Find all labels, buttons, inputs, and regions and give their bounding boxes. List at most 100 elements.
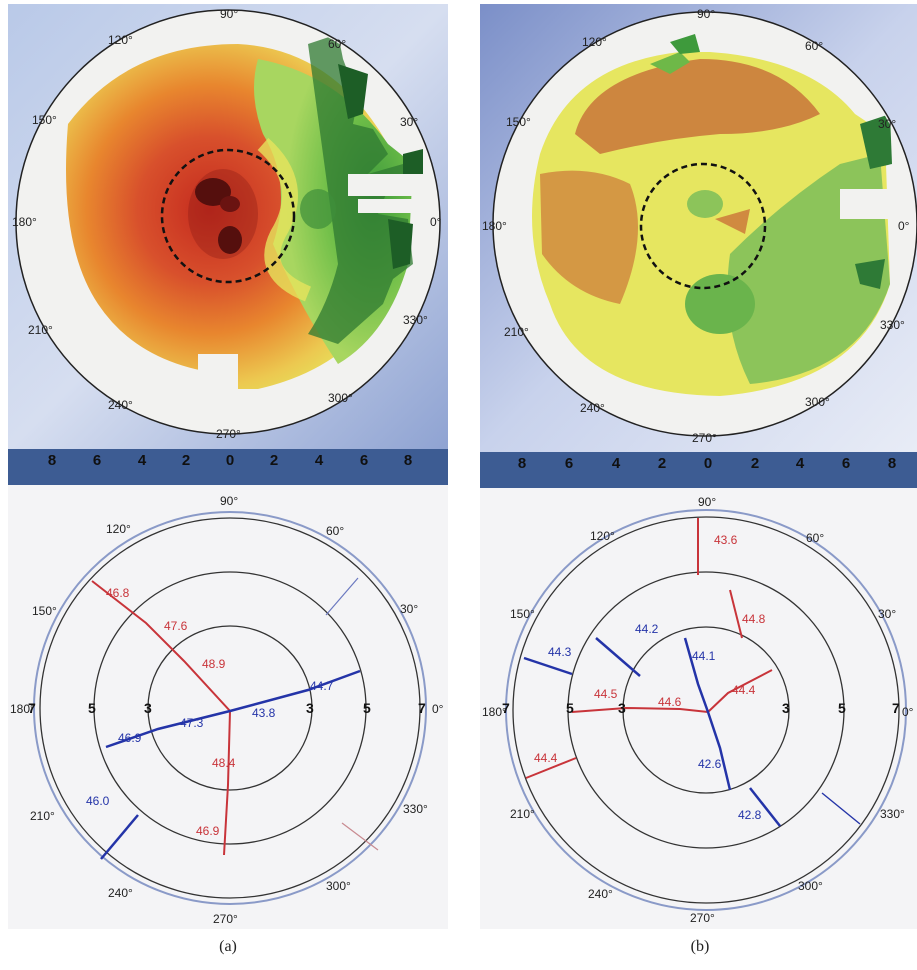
ring-3mm — [147, 625, 313, 791]
steep-value: 43.6 — [714, 533, 738, 547]
ring-label: 3 — [782, 700, 790, 716]
flat-value: 44.1 — [692, 649, 716, 663]
angle-label: 240° — [108, 886, 133, 900]
panel-a: 90° 60° 30° 0° 330° 300° 270° 240° 210° … — [8, 4, 448, 929]
flat-value: 44.7 — [310, 679, 334, 693]
ring-label: 3 — [306, 700, 314, 716]
angle-label: 60° — [326, 524, 344, 538]
scale-tick: 8 — [403, 452, 413, 469]
steep-value: 44.6 — [658, 695, 682, 709]
angle-label: 150° — [510, 607, 535, 621]
scale-tick: 4 — [795, 455, 805, 472]
angle-label: 120° — [590, 529, 615, 543]
ring-label: 5 — [566, 700, 574, 716]
flat-value: 42.6 — [698, 757, 722, 771]
angle-label: 300° — [326, 879, 351, 893]
angle-label: 90° — [220, 494, 238, 508]
flat-value: 44.2 — [635, 622, 659, 636]
angle-label: 270° — [213, 912, 238, 926]
angle-label: 120° — [582, 35, 607, 49]
angle-label: 90° — [698, 495, 716, 509]
angle-label: 0° — [432, 702, 444, 716]
angle-label: 90° — [697, 7, 715, 21]
scale-tick: 4 — [137, 452, 147, 469]
ring-label: 7 — [892, 700, 900, 716]
angle-label: 300° — [328, 391, 353, 405]
scale-tick: 2 — [657, 455, 667, 472]
steep-value: 47.6 — [164, 619, 188, 633]
angle-label: 180° — [10, 702, 35, 716]
angle-label: 270° — [692, 431, 717, 445]
topography-map-b: 90° 60° 30° 0° 330° 300° 270° 240° 210° … — [480, 4, 917, 452]
steep-value: 44.8 — [742, 612, 766, 626]
scale-tick: 6 — [564, 455, 574, 472]
scale-tick: 0 — [225, 452, 235, 469]
flat-value: 46.9 — [118, 731, 142, 745]
ring-label: 7 — [418, 700, 426, 716]
angle-label: 330° — [880, 807, 905, 821]
flat-value: 42.8 — [738, 808, 762, 822]
angle-label: 240° — [108, 398, 133, 412]
flat-value: 46.0 — [86, 794, 110, 808]
angle-label: 120° — [106, 522, 131, 536]
ring-5mm — [567, 571, 845, 849]
topography-map-a: 90° 60° 30° 0° 330° 300° 270° 240° 210° … — [8, 4, 448, 449]
angle-label: 150° — [506, 115, 531, 129]
caption-a: (a) — [219, 938, 237, 955]
scale-tick: 8 — [517, 455, 527, 472]
outer-scale-ring — [505, 509, 907, 911]
topo-angle-labels-a: 90° 60° 30° 0° 330° 300° 270° 240° 210° … — [12, 7, 442, 441]
ring-label: 5 — [88, 700, 96, 716]
angle-label: 210° — [30, 809, 55, 823]
ring-7mm — [39, 517, 421, 899]
ring-label: 7 — [502, 700, 510, 716]
angle-label: 30° — [878, 607, 896, 621]
angle-label: 90° — [220, 7, 238, 21]
ring-label: 3 — [144, 700, 152, 716]
angle-label: 30° — [400, 115, 418, 129]
angle-label: 240° — [580, 401, 605, 415]
scale-tick: 2 — [750, 455, 760, 472]
axial-map-a: 46.8 47.6 48.9 48.4 46.9 47.3 43.8 44.7 … — [8, 485, 448, 929]
angle-label: 0° — [430, 215, 442, 229]
angle-label: 150° — [32, 604, 57, 618]
angle-label: 210° — [504, 325, 529, 339]
angle-label: 330° — [403, 802, 428, 816]
axial-map-b: 43.6 44.8 44.5 44.6 44.4 44.4 44.3 44.2 … — [480, 488, 917, 929]
angle-label: 60° — [328, 37, 346, 51]
scale-tick: 4 — [611, 455, 621, 472]
steep-value: 46.9 — [196, 824, 220, 838]
ring-label: 3 — [618, 700, 626, 716]
angle-label: 0° — [898, 219, 910, 233]
angle-label: 270° — [216, 427, 241, 441]
angle-label: 60° — [805, 39, 823, 53]
steep-value: 44.5 — [594, 687, 618, 701]
ring-7mm — [512, 516, 900, 904]
ring-label: 5 — [363, 700, 371, 716]
angle-label: 210° — [510, 807, 535, 821]
ring-label: 7 — [28, 700, 36, 716]
steep-value: 44.4 — [732, 683, 756, 697]
scale-tick: 4 — [314, 452, 324, 469]
flat-value: 47.3 — [180, 716, 204, 730]
scale-tick: 2 — [269, 452, 279, 469]
flat-value: 44.3 — [548, 645, 572, 659]
ring-5mm — [93, 571, 367, 845]
angle-label: 210° — [28, 323, 53, 337]
angle-label: 240° — [588, 887, 613, 901]
scale-tick: 2 — [181, 452, 191, 469]
flat-value: 43.8 — [252, 706, 276, 720]
angle-label: 30° — [878, 117, 896, 131]
scale-tick: 6 — [92, 452, 102, 469]
scale-tick: 6 — [359, 452, 369, 469]
angle-label: 330° — [403, 313, 428, 327]
scale-bar-a: 8 6 4 2 0 2 4 6 8 — [8, 449, 448, 485]
ring-3mm — [622, 626, 790, 794]
scale-bar-b: 8 6 4 2 0 2 4 6 8 — [480, 452, 917, 488]
angle-label: 270° — [690, 911, 715, 925]
angle-label: 150° — [32, 113, 57, 127]
angle-label: 300° — [805, 395, 830, 409]
steep-value: 46.8 — [106, 586, 130, 600]
scale-tick: 8 — [887, 455, 897, 472]
scale-tick: 0 — [703, 455, 713, 472]
